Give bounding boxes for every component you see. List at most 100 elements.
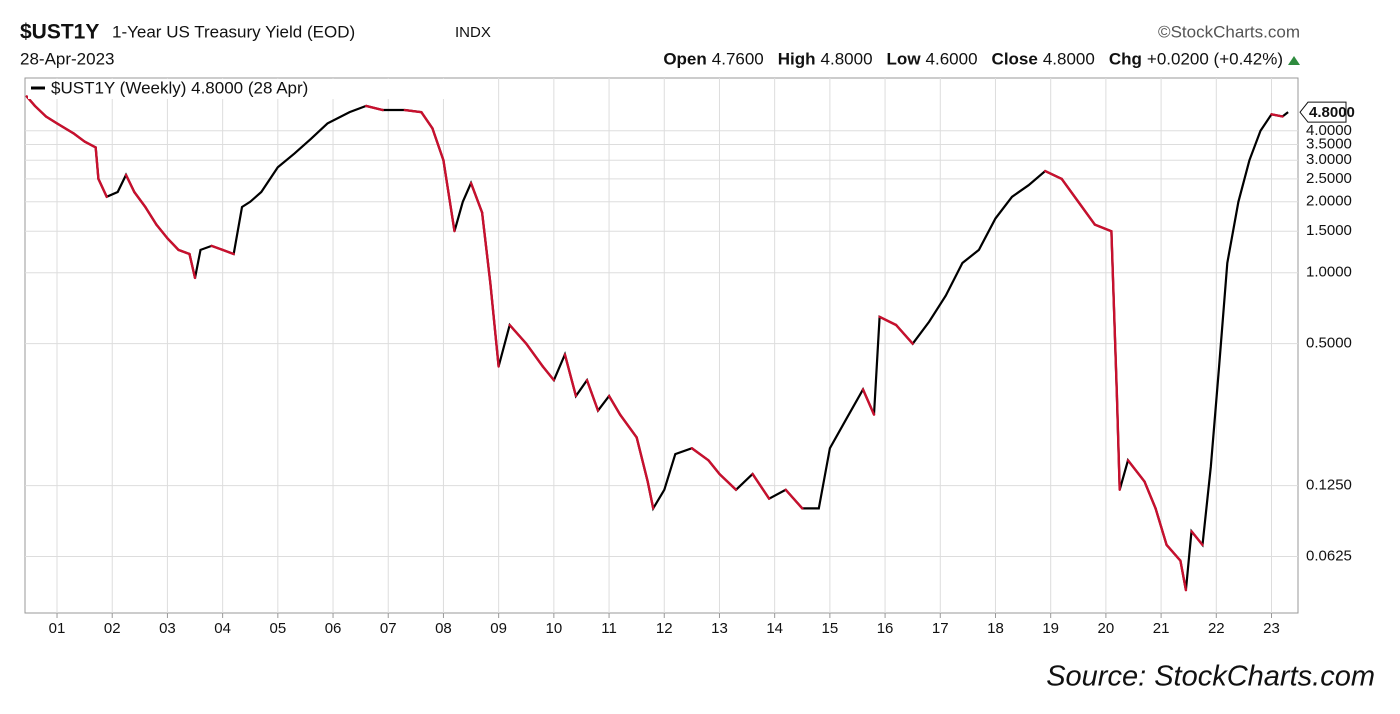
down-segment xyxy=(94,146,100,181)
credit: ©StockCharts.com xyxy=(1158,22,1300,41)
x-tick-label: 21 xyxy=(1153,620,1170,637)
down-segment xyxy=(861,388,876,416)
down-segment xyxy=(221,248,235,256)
x-tick-label: 14 xyxy=(766,620,783,637)
down-segment xyxy=(133,190,147,209)
down-segment xyxy=(72,132,86,143)
down-segment xyxy=(155,223,169,240)
x-tick-label: 20 xyxy=(1098,620,1115,637)
down-segment xyxy=(1270,113,1284,118)
down-segment xyxy=(585,378,600,412)
down-segment xyxy=(44,115,59,125)
down-segment xyxy=(188,252,197,280)
down-segment xyxy=(690,447,710,462)
down-segment xyxy=(1115,394,1121,491)
x-tick-label: 11 xyxy=(601,620,617,637)
down-segment xyxy=(894,323,914,345)
y-tick-label: 3.5000 xyxy=(1306,135,1352,152)
quote-value: 4.8000 xyxy=(821,49,873,68)
y-tick-label: 0.0625 xyxy=(1306,547,1352,564)
down-segment xyxy=(97,177,108,198)
x-tick-label: 04 xyxy=(214,620,231,637)
down-segment xyxy=(1143,480,1157,510)
quote-label: Close xyxy=(992,49,1038,68)
down-segment xyxy=(1126,459,1146,483)
last-value-tag xyxy=(1299,101,1347,123)
down-segment xyxy=(1077,200,1097,226)
x-tick-label: 10 xyxy=(546,620,563,637)
down-segment xyxy=(431,127,445,162)
down-segment xyxy=(525,342,545,368)
down-segment xyxy=(784,488,804,510)
subtitle: 1-Year US Treasury Yield (EOD) xyxy=(112,22,355,41)
quote-label: High xyxy=(778,49,816,68)
down-segment xyxy=(480,211,492,285)
down-segment xyxy=(607,394,622,416)
x-tick-label: 02 xyxy=(104,620,121,637)
exchange: INDX xyxy=(455,24,491,41)
down-segment xyxy=(210,244,224,252)
down-segment xyxy=(646,480,655,510)
down-segment xyxy=(364,104,384,112)
down-segment xyxy=(618,413,638,439)
y-tick-label: 2.0000 xyxy=(1306,193,1352,210)
down-segment xyxy=(541,365,556,382)
down-segment xyxy=(83,140,97,149)
down-segment xyxy=(469,181,484,214)
y-tick-label: 0.1250 xyxy=(1306,477,1352,494)
plot-area xyxy=(24,77,1299,614)
down-segment xyxy=(508,323,528,345)
down-segment xyxy=(442,159,456,233)
down-segment xyxy=(718,472,738,491)
up-arrow xyxy=(1288,56,1300,65)
down-segment xyxy=(1165,543,1182,562)
legend-box xyxy=(28,79,448,99)
x-tick-label: 07 xyxy=(380,620,397,637)
quote-label: Low xyxy=(887,49,922,68)
down-segment xyxy=(563,353,578,398)
down-segment xyxy=(177,248,191,256)
down-segment xyxy=(124,173,136,194)
legend-label: $UST1Y (Weekly) 4.8000 (28 Apr) xyxy=(51,78,308,97)
source: Source: StockCharts.com xyxy=(1046,661,1375,693)
x-tick-label: 16 xyxy=(877,620,894,637)
x-tick-label: 17 xyxy=(932,620,949,637)
y-tick-label: 1.5000 xyxy=(1306,222,1352,239)
down-segment xyxy=(489,282,500,368)
down-segment xyxy=(1060,177,1080,203)
x-tick-label: 23 xyxy=(1263,620,1280,637)
down-segment xyxy=(1093,223,1113,233)
y-tick-label: 0.5000 xyxy=(1306,335,1352,352)
x-tick-label: 09 xyxy=(490,620,507,637)
down-segment xyxy=(403,108,423,114)
down-segment xyxy=(1043,169,1063,181)
down-segment xyxy=(1110,230,1119,398)
y-tick-label: 1.0000 xyxy=(1306,264,1352,281)
x-tick-label: 12 xyxy=(656,620,673,637)
down-segment xyxy=(1190,530,1204,547)
down-segment xyxy=(878,315,898,327)
down-segment xyxy=(166,237,180,252)
y-tick-label: 2.5000 xyxy=(1306,170,1352,187)
down-segment xyxy=(635,436,649,483)
quote-value: 4.6000 xyxy=(926,49,978,68)
x-tick-label: 05 xyxy=(269,620,286,637)
down-segment xyxy=(420,110,434,130)
down-segment xyxy=(55,122,75,135)
x-tick-label: 19 xyxy=(1042,620,1059,637)
x-tick-label: 06 xyxy=(325,620,342,637)
quote-value: 4.8000 xyxy=(1043,49,1095,68)
quote-value: 4.7600 xyxy=(712,49,764,68)
x-tick-label: 08 xyxy=(435,620,452,637)
x-tick-label: 13 xyxy=(711,620,728,637)
quote-label: Open xyxy=(663,49,706,68)
x-tick-label: 01 xyxy=(49,620,66,637)
date: 28-Apr-2023 xyxy=(20,49,115,68)
x-tick-label: 18 xyxy=(987,620,1004,637)
down-segment xyxy=(707,459,721,476)
last-value-label: 4.8000 xyxy=(1309,104,1355,121)
down-segment xyxy=(33,104,48,118)
y-tick-label: 4.0000 xyxy=(1306,122,1352,139)
down-segment xyxy=(751,472,771,500)
